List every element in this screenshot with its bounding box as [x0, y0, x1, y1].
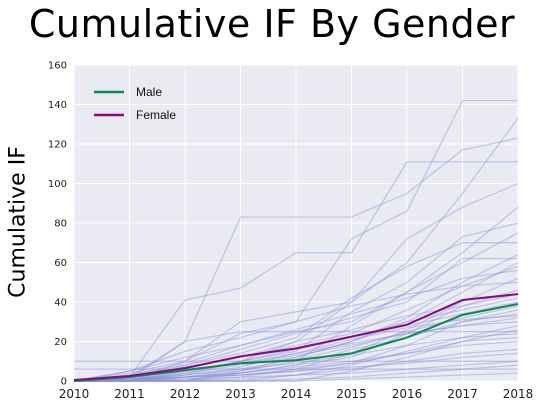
y-axis: 0 20 40 60 80 100 120 140 160 — [48, 61, 67, 388]
y-tick-label: 120 — [48, 140, 67, 151]
background-series-line — [74, 372, 519, 382]
background-series-line — [73, 222, 519, 382]
background-series-line — [74, 329, 519, 382]
background-series-line — [73, 352, 519, 382]
y-tick-label: 60 — [54, 258, 67, 269]
y-tick-label: 160 — [48, 61, 67, 72]
y-tick-label: 20 — [54, 337, 67, 348]
background-series-line — [73, 333, 519, 382]
x-tick-label: 2011 — [114, 387, 145, 401]
background-series-line — [74, 360, 519, 382]
background-series-line — [73, 269, 519, 382]
background-series-line — [73, 161, 518, 382]
background-series-line — [74, 313, 519, 382]
background-series-line — [74, 325, 519, 382]
background-series-line — [73, 232, 519, 382]
background-series-line — [74, 254, 519, 382]
background-series-line — [74, 340, 519, 382]
background-series-line — [74, 261, 519, 382]
y-tick-label: 80 — [54, 219, 67, 230]
y-tick-label: 0 — [61, 377, 67, 388]
background-series-line — [73, 289, 519, 382]
x-tick-label: 2012 — [170, 387, 201, 401]
x-tick-label: 2015 — [336, 387, 367, 401]
x-tick-label: 2016 — [392, 387, 423, 401]
background-series-line — [73, 242, 518, 382]
x-axis: 2010 2011 2012 2013 2014 2015 2016 2017 2018 — [59, 387, 534, 401]
background-series-line — [74, 336, 519, 382]
background-series-line — [74, 182, 519, 382]
background-series-line — [74, 277, 519, 382]
y-tick-label: 40 — [54, 298, 67, 309]
background-series-line — [74, 364, 519, 382]
gender-series-group — [73, 293, 519, 382]
x-tick-label: 2018 — [503, 387, 534, 401]
background-series-line — [74, 309, 519, 382]
chart-title: Cumulative IF By Gender — [28, 2, 516, 46]
x-tick-label: 2013 — [225, 387, 256, 401]
x-tick-label: 2014 — [281, 387, 312, 401]
x-tick-label: 2017 — [447, 387, 478, 401]
x-tick-label: 2010 — [59, 387, 90, 401]
background-series-line — [73, 331, 518, 382]
background-series-group — [73, 99, 519, 382]
series-line-male — [73, 302, 519, 382]
y-tick-label: 100 — [48, 179, 67, 190]
background-series-line — [74, 348, 519, 382]
series-line-female — [73, 293, 519, 382]
legend: Male Female — [94, 85, 176, 122]
background-series-line — [73, 117, 519, 382]
grid — [73, 64, 519, 382]
legend-label-female: Female — [136, 108, 176, 122]
background-series-line — [73, 281, 519, 382]
legend-label-male: Male — [136, 85, 162, 99]
background-series-line — [73, 317, 519, 382]
y-tick-label: 140 — [48, 100, 67, 111]
background-series-line — [73, 137, 519, 382]
